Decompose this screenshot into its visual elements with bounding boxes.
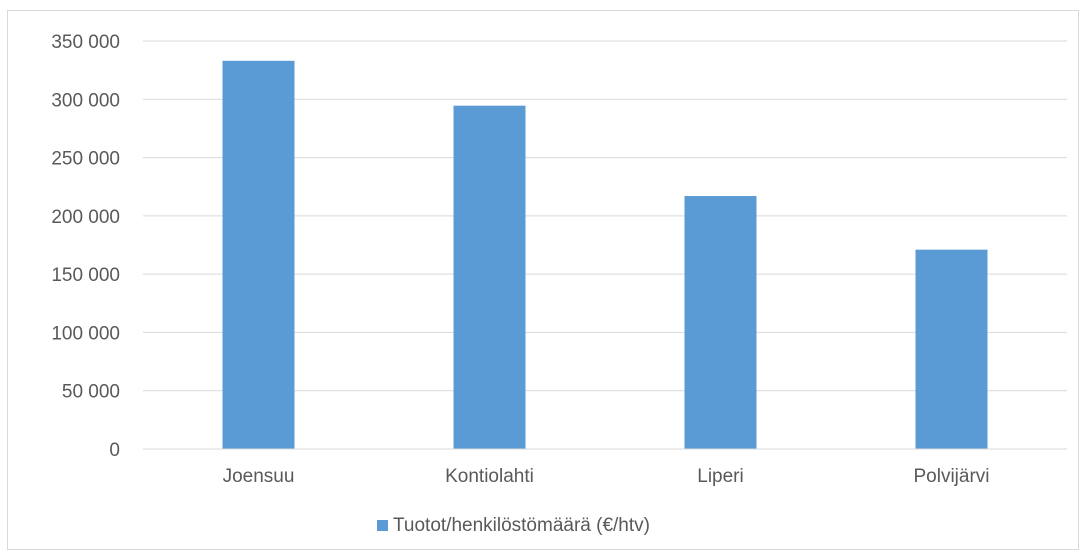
y-tick-label: 250 000: [51, 149, 120, 170]
bar-polvijärvi: [915, 249, 988, 449]
x-category-label: Kontiolahti: [445, 466, 534, 487]
x-category-label: Joensuu: [223, 466, 295, 487]
bar-liperi: [684, 196, 757, 449]
y-tick-label: 200 000: [51, 207, 120, 228]
x-category-label: Polvijärvi: [913, 466, 989, 487]
y-tick-label: 100 000: [51, 323, 120, 344]
bars: [222, 60, 988, 450]
gridlines: [143, 40, 1067, 392]
legend-label: Tuotot/henkilöstömäärä (€/htv): [393, 515, 650, 536]
y-axis-tick-labels: 0 50 000 100 000 150 000 200 000 250 000 300 0…: [51, 32, 120, 461]
legend: Tuotot/henkilöstömäärä (€/htv): [377, 515, 650, 536]
y-tick-label: 350 000: [51, 32, 120, 53]
legend-swatch: [377, 520, 388, 531]
bar-kontiolahti: [453, 105, 526, 449]
bar-joensuu: [222, 60, 295, 450]
y-tick-label: 0: [109, 440, 120, 461]
chart-frame: [7, 10, 1079, 550]
x-axis-category-labels: Joensuu Kontiolahti Liperi Polvijärvi: [223, 466, 990, 487]
x-category-label: Liperi: [697, 466, 743, 487]
y-tick-label: 50 000: [62, 382, 120, 403]
y-tick-label: 300 000: [51, 90, 120, 111]
y-tick-label: 150 000: [51, 265, 120, 286]
